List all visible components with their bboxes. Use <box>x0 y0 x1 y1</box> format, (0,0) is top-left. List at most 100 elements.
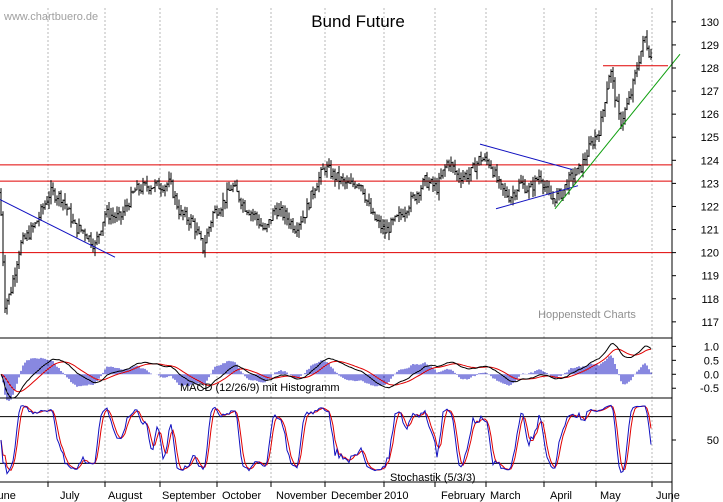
price-bar <box>246 210 248 216</box>
price-bar <box>556 188 558 204</box>
price-bar <box>222 192 224 217</box>
price-bar <box>64 193 66 210</box>
price-bar <box>530 180 532 188</box>
price-bar <box>286 207 288 226</box>
price-bar <box>334 168 336 187</box>
price-bar <box>76 222 78 238</box>
stochastic-d-line <box>0 405 652 471</box>
price-bar <box>552 191 554 205</box>
price-bar <box>180 205 182 217</box>
price-bar <box>480 151 482 166</box>
month-label: June <box>656 490 680 502</box>
price-bar <box>12 274 14 294</box>
price-bar <box>590 135 592 146</box>
price-bar <box>136 180 138 191</box>
price-bar <box>140 184 142 194</box>
month-label: September <box>162 490 216 502</box>
price-bar <box>406 210 408 219</box>
price-bar <box>112 207 114 224</box>
price-bar <box>618 93 620 120</box>
price-bar <box>84 228 86 242</box>
trend-line-2 <box>495 185 579 210</box>
price-bar <box>144 181 146 186</box>
price-bar <box>398 206 400 222</box>
price-bar <box>6 298 8 315</box>
price-bar <box>366 199 368 207</box>
month-label: April <box>550 490 572 502</box>
price-bar <box>476 160 478 180</box>
price-bar <box>208 226 210 237</box>
price-bar <box>52 182 54 196</box>
price-bar <box>600 110 602 137</box>
price-tick-label: 119 <box>701 271 719 283</box>
price-bar <box>54 188 56 203</box>
price-bar <box>488 158 490 169</box>
price-bar <box>302 210 304 223</box>
price-bar <box>322 163 324 170</box>
price-bar <box>16 261 18 283</box>
price-bar <box>638 55 640 71</box>
month-label: August <box>108 490 142 502</box>
price-bar <box>426 172 428 189</box>
price-bar <box>242 198 244 213</box>
price-bar <box>596 134 598 141</box>
price-bar <box>428 177 430 191</box>
price-bar <box>348 177 350 184</box>
price-bar <box>448 159 450 172</box>
price-bar <box>96 231 98 246</box>
price-bar <box>358 182 360 190</box>
price-bar <box>176 192 178 210</box>
price-bar <box>182 209 184 221</box>
price-bar <box>308 202 310 211</box>
price-bar <box>2 211 4 267</box>
price-bar <box>78 218 80 235</box>
price-bar <box>594 129 596 149</box>
price-bar <box>114 212 116 224</box>
price-bar <box>132 190 134 194</box>
price-bar <box>630 88 632 100</box>
price-bar <box>396 214 398 218</box>
price-bar <box>314 188 316 199</box>
price-bar <box>88 235 90 243</box>
price-bar <box>468 167 470 185</box>
price-bar <box>34 222 36 229</box>
price-bar <box>152 187 154 190</box>
price-bar <box>170 172 172 185</box>
price-bar <box>276 202 278 220</box>
price-bar <box>632 78 634 103</box>
price-bar <box>324 166 326 176</box>
price-bar <box>504 182 506 198</box>
price-bar <box>60 190 62 208</box>
price-bar <box>370 198 372 214</box>
price-bar <box>234 180 236 187</box>
price-bar <box>72 213 74 224</box>
price-bar <box>382 219 384 235</box>
month-label: 2010 <box>384 490 408 502</box>
price-bar <box>128 202 130 211</box>
price-bar <box>574 167 576 184</box>
price-bar <box>290 218 292 230</box>
price-tick-label: 123 <box>701 178 719 190</box>
price-bar <box>360 184 362 192</box>
price-bar <box>416 191 418 205</box>
price-bar <box>636 62 638 78</box>
price-bar <box>58 191 60 207</box>
price-bar <box>272 208 274 221</box>
price-bar <box>50 180 52 205</box>
price-bar <box>520 174 522 184</box>
price-bar <box>116 206 118 222</box>
price-bar <box>288 212 290 229</box>
price-bar <box>408 205 410 216</box>
price-bar <box>410 191 412 213</box>
watermark: www.chartbuero.de <box>3 11 98 23</box>
price-bar <box>110 207 112 225</box>
price-bar <box>340 176 342 185</box>
month-label: October <box>222 490 261 502</box>
price-bar <box>508 189 510 203</box>
price-bar <box>118 206 120 221</box>
price-bar <box>20 240 22 256</box>
price-bar <box>166 182 168 192</box>
price-bar <box>26 230 28 242</box>
price-bar <box>172 179 174 199</box>
